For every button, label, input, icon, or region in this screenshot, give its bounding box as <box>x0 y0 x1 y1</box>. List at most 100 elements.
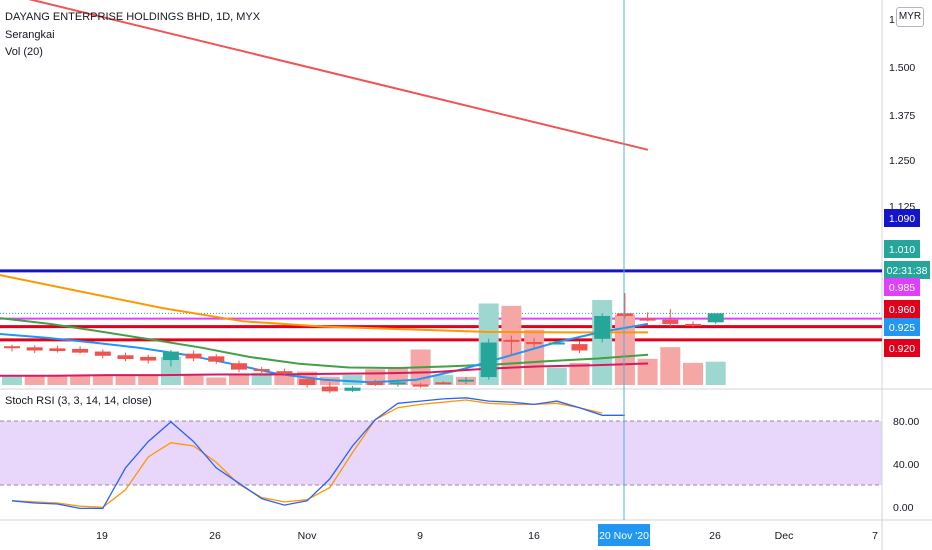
symbol-title: DAYANG ENTERPRISE HOLDINGS BHD, 1D, MYX <box>5 11 261 23</box>
price-tag <box>884 318 920 336</box>
volume-bar <box>183 375 204 385</box>
volume-bar <box>92 375 113 385</box>
indicator-volume-label[interactable]: Vol (20) <box>5 46 43 58</box>
candle-body <box>4 346 20 349</box>
candle-body <box>412 384 429 387</box>
candle-body <box>49 348 66 352</box>
volume-bar <box>569 362 590 385</box>
time-tick: 19 <box>96 530 108 542</box>
candle-body <box>435 382 452 385</box>
candle-body <box>276 371 293 374</box>
price-tag-label: 0.985 <box>889 282 915 294</box>
candle-body <box>117 355 134 359</box>
candle-body <box>231 363 247 370</box>
candle-body <box>594 315 611 339</box>
volume-bar <box>274 373 295 385</box>
candle-body <box>26 347 43 351</box>
candle-body <box>367 382 384 385</box>
volume-ma-line <box>0 362 649 377</box>
price-tag-label: 1.090 <box>889 213 915 225</box>
volume-bar <box>637 358 658 385</box>
stoch-d-line <box>11 399 603 508</box>
price-tick: 1.250 <box>889 155 915 167</box>
volume-bar <box>138 375 159 385</box>
volume-bar <box>524 329 545 385</box>
stoch-tick: 80.00 <box>893 416 919 428</box>
volume-bar <box>2 375 22 385</box>
volume-bar <box>229 373 249 385</box>
blue-ma-line <box>0 322 649 384</box>
candle-body <box>208 356 225 362</box>
stoch-overbought-band <box>0 421 882 485</box>
crosshair-time-label-bg <box>598 524 650 546</box>
volume-bar <box>251 372 272 385</box>
candle-body <box>503 339 520 342</box>
candle-body <box>321 386 338 392</box>
volume-bar <box>433 375 454 385</box>
candle-body <box>299 379 316 385</box>
time-tick: 16 <box>528 530 540 542</box>
volume-bar <box>47 375 68 385</box>
volume-bar <box>342 375 363 385</box>
price-tag <box>884 339 920 357</box>
currency-button[interactable]: MYR <box>896 7 924 27</box>
candle-body <box>140 356 157 361</box>
price-tag <box>884 240 920 258</box>
price-tag <box>884 278 920 296</box>
volume-bar <box>546 367 567 385</box>
candle-body <box>662 319 679 324</box>
candle-body <box>253 369 270 372</box>
time-tick: 26 <box>209 530 221 542</box>
time-tick: 7 <box>872 530 878 542</box>
price-tick: 1.500 <box>889 62 915 74</box>
candle-body <box>707 313 724 323</box>
red-ma-line <box>28 0 649 151</box>
price-tag-label: 0.925 <box>889 322 915 334</box>
green-ma-line <box>0 317 649 370</box>
time-tick: Nov <box>298 530 317 542</box>
candle-body <box>480 342 497 378</box>
volume-bar <box>705 361 726 385</box>
candle-body <box>616 313 633 316</box>
volume-bar <box>115 375 136 385</box>
candle-body <box>185 353 202 359</box>
candle-body <box>571 344 588 351</box>
price-tick: 1.375 <box>889 110 915 122</box>
price-tick: 1 <box>889 14 895 26</box>
candle-body <box>685 323 701 326</box>
time-tick: 9 <box>417 530 423 542</box>
stoch-tick: 0.00 <box>893 502 914 514</box>
price-tag-label: 0.960 <box>889 304 915 316</box>
crosshair-time-label: 20 Nov '20 <box>599 530 649 542</box>
volume-bar <box>160 357 181 385</box>
candle-body <box>526 341 543 345</box>
price-tag <box>884 300 920 318</box>
volume-bar <box>24 375 45 385</box>
candle-body <box>639 318 656 321</box>
stoch-rsi-label[interactable]: Stoch RSI (3, 3, 14, 14, close) <box>5 395 152 407</box>
candle-body <box>94 351 111 356</box>
candle-body <box>548 342 565 345</box>
price-tag-label: 1.010 <box>889 244 915 256</box>
price-tag-label: 02:31:38 <box>887 265 928 277</box>
stoch-k-line <box>11 397 625 510</box>
volume-bar <box>206 377 227 385</box>
candle-body <box>458 379 474 382</box>
time-tick: Dec <box>775 530 794 542</box>
volume-bar <box>683 362 703 385</box>
indicator-serangkai-label[interactable]: Serangkai <box>5 29 55 41</box>
volume-bar <box>70 375 91 385</box>
price-tag <box>884 261 930 279</box>
volume-bar <box>660 347 681 385</box>
orange-ma-line <box>0 274 648 334</box>
price-tag <box>884 209 920 227</box>
candle-body <box>344 387 361 391</box>
time-tick: 26 <box>709 530 721 542</box>
candle-body <box>162 351 179 361</box>
stoch-tick: 40.00 <box>893 459 919 471</box>
candle-body <box>72 348 89 353</box>
volume-bar <box>614 314 635 385</box>
price-tag-label: 0.920 <box>889 343 915 355</box>
candle-body <box>389 382 406 385</box>
